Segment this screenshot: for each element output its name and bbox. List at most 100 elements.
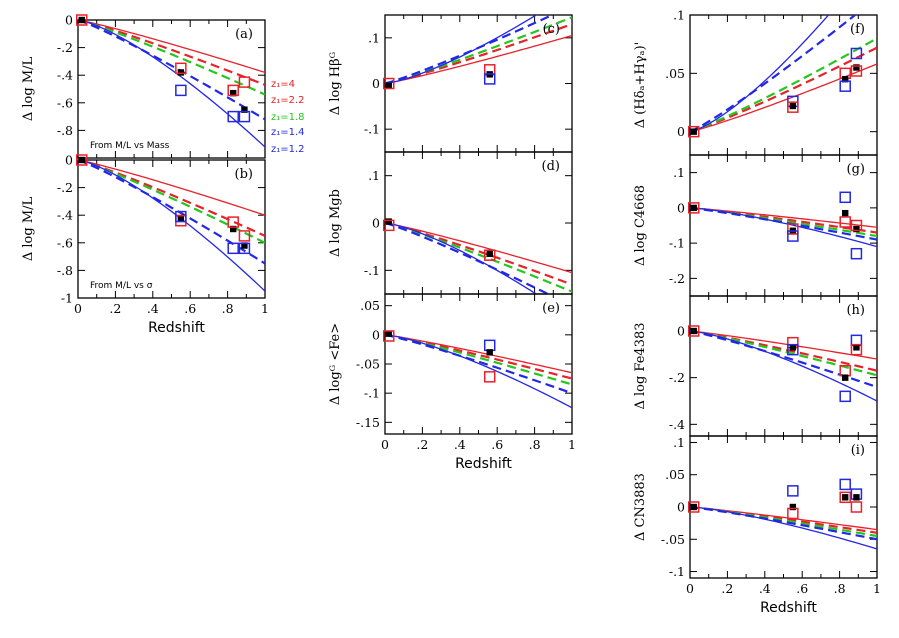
y-axis-label: Δ log Hβᴳ [328, 52, 343, 115]
y-tick-label: 0 [372, 327, 380, 342]
model-line-z1.8 [385, 16, 572, 85]
data-point-filled [690, 503, 697, 511]
data-point-filled [842, 75, 849, 83]
data-point-open [238, 230, 251, 242]
model-line-z4 [385, 34, 572, 85]
y-tick-label: -.2 [669, 271, 685, 286]
panel-label: (f) [850, 22, 865, 37]
legend-entry: z₁=1.2 [271, 144, 305, 155]
panel-f: .1 .05 0 (f) Δ (Hδₐ+Hγₐ)' [633, 8, 878, 156]
data-point-filled [853, 494, 860, 501]
y-tick-label: 0 [372, 76, 380, 91]
y-tick-label: .1 [368, 30, 380, 45]
data-point-filled [241, 106, 248, 113]
x-tick-label: .8 [222, 301, 234, 316]
data-point-open [238, 110, 251, 123]
data-point-open [850, 247, 863, 260]
data-point-filled [78, 156, 85, 164]
legend-entry: z₁=1.4 [271, 127, 305, 138]
y-tick-label: -.1 [669, 564, 685, 579]
data-point-filled [842, 494, 849, 501]
y-tick-label: .1 [673, 8, 685, 23]
model-curves [78, 160, 265, 292]
data-point-filled [842, 209, 849, 217]
x-tick-label: .6 [184, 301, 196, 316]
y-tick-label: -.05 [356, 357, 380, 372]
y-tick-label: 0 [677, 200, 685, 215]
panel-frame [689, 435, 878, 579]
model-line-z1.2 [385, 334, 572, 409]
x-tick-label: 0 [74, 301, 82, 316]
data-point-open [238, 76, 251, 88]
model-line-z1.2 [690, 207, 877, 248]
data-point-open [850, 219, 863, 232]
y-tick-label: -1 [61, 291, 73, 306]
y-tick-label: -.15 [356, 415, 380, 430]
data-point-open [839, 216, 851, 228]
y-tick-label: -.2 [669, 370, 685, 385]
x-tick-label: 1 [261, 301, 269, 316]
model-line-z1.4 [78, 20, 265, 121]
panel-label: (a) [235, 27, 253, 42]
y-tick-label: -.4 [57, 68, 73, 83]
data-point-open [787, 343, 799, 356]
y-tick-label: .05 [665, 66, 685, 81]
data-point-filled [486, 349, 493, 356]
model-curves [690, 206, 877, 248]
model-line-z4 [78, 20, 265, 74]
panel-d: .1 0 -.1 (d) Δ log Mgb [328, 151, 573, 295]
data-point-open [382, 219, 395, 232]
model-line-z1.2 [385, 222, 538, 294]
legend-entry: z₁=2.2 [271, 95, 305, 106]
data-point-filled [690, 327, 697, 335]
data-point-open [75, 154, 88, 166]
x-tick-label: .2 [721, 581, 733, 596]
model-curves [690, 505, 877, 550]
data-point-open [382, 77, 395, 90]
data-point-open [75, 14, 88, 26]
x-tick-label: 0 [381, 437, 389, 452]
panel-g: .1 0 -.1 -.2 (g) Δ log C4668 [633, 154, 878, 297]
panel-h: 0 -.2 -.4 (h) Δ log Fe4383 [633, 295, 878, 437]
x-tick-label: 1 [568, 437, 576, 452]
model-line-z1.4 [385, 333, 572, 395]
panel-label: (h) [846, 303, 865, 318]
x-axis-label: Redshift [148, 320, 205, 336]
panel-label: (c) [543, 22, 560, 37]
y-tick-label: 0 [677, 500, 685, 515]
data-point-open [483, 339, 496, 352]
data-point-filled [385, 330, 392, 337]
y-axis-label: Δ logᴳ <Fe> [328, 323, 343, 405]
data-point-filled [789, 503, 797, 511]
legend-entry: z₁=1.8 [271, 112, 305, 123]
panel-e: .050-.05-.1-.150.2.4.6.8 1(e)Δ logᴳ <Fe>R… [328, 293, 576, 472]
model-line-z1.2 [78, 160, 265, 292]
y-tick-label: 0 [677, 324, 685, 339]
panel-note: From M/L vs Mass [90, 141, 170, 151]
y-axis-label: Δ CN3883 [633, 473, 648, 541]
model-line-z1.8 [385, 221, 572, 293]
data-point-open [850, 65, 863, 77]
model-line-z4 [78, 160, 265, 216]
model-line-z1.2 [78, 20, 265, 148]
data-point-filled [853, 344, 860, 351]
y-tick-label: .05 [665, 467, 685, 482]
y-axis-label: Δ log Fe4383 [633, 322, 648, 409]
data-point-open [850, 501, 863, 513]
data-point-open [227, 110, 239, 123]
data-point-filled [78, 16, 85, 24]
x-tick-label: 1 [873, 581, 881, 596]
model-line-z1.2 [690, 15, 830, 133]
model-curves [385, 15, 572, 85]
model-line-z2.2 [690, 46, 877, 133]
data-point-open [227, 84, 239, 97]
y-tick-label: -.2 [57, 40, 73, 55]
y-axis-label: Δ log M/L [21, 196, 36, 261]
data-point-filled [690, 204, 697, 212]
x-tick-label: .6 [491, 437, 503, 452]
legend-entry: z₁=4 [271, 79, 295, 90]
model-line-z1.4 [690, 206, 877, 241]
model-curves [78, 20, 265, 148]
data-point-open [227, 216, 239, 228]
model-line-z4 [385, 222, 572, 274]
